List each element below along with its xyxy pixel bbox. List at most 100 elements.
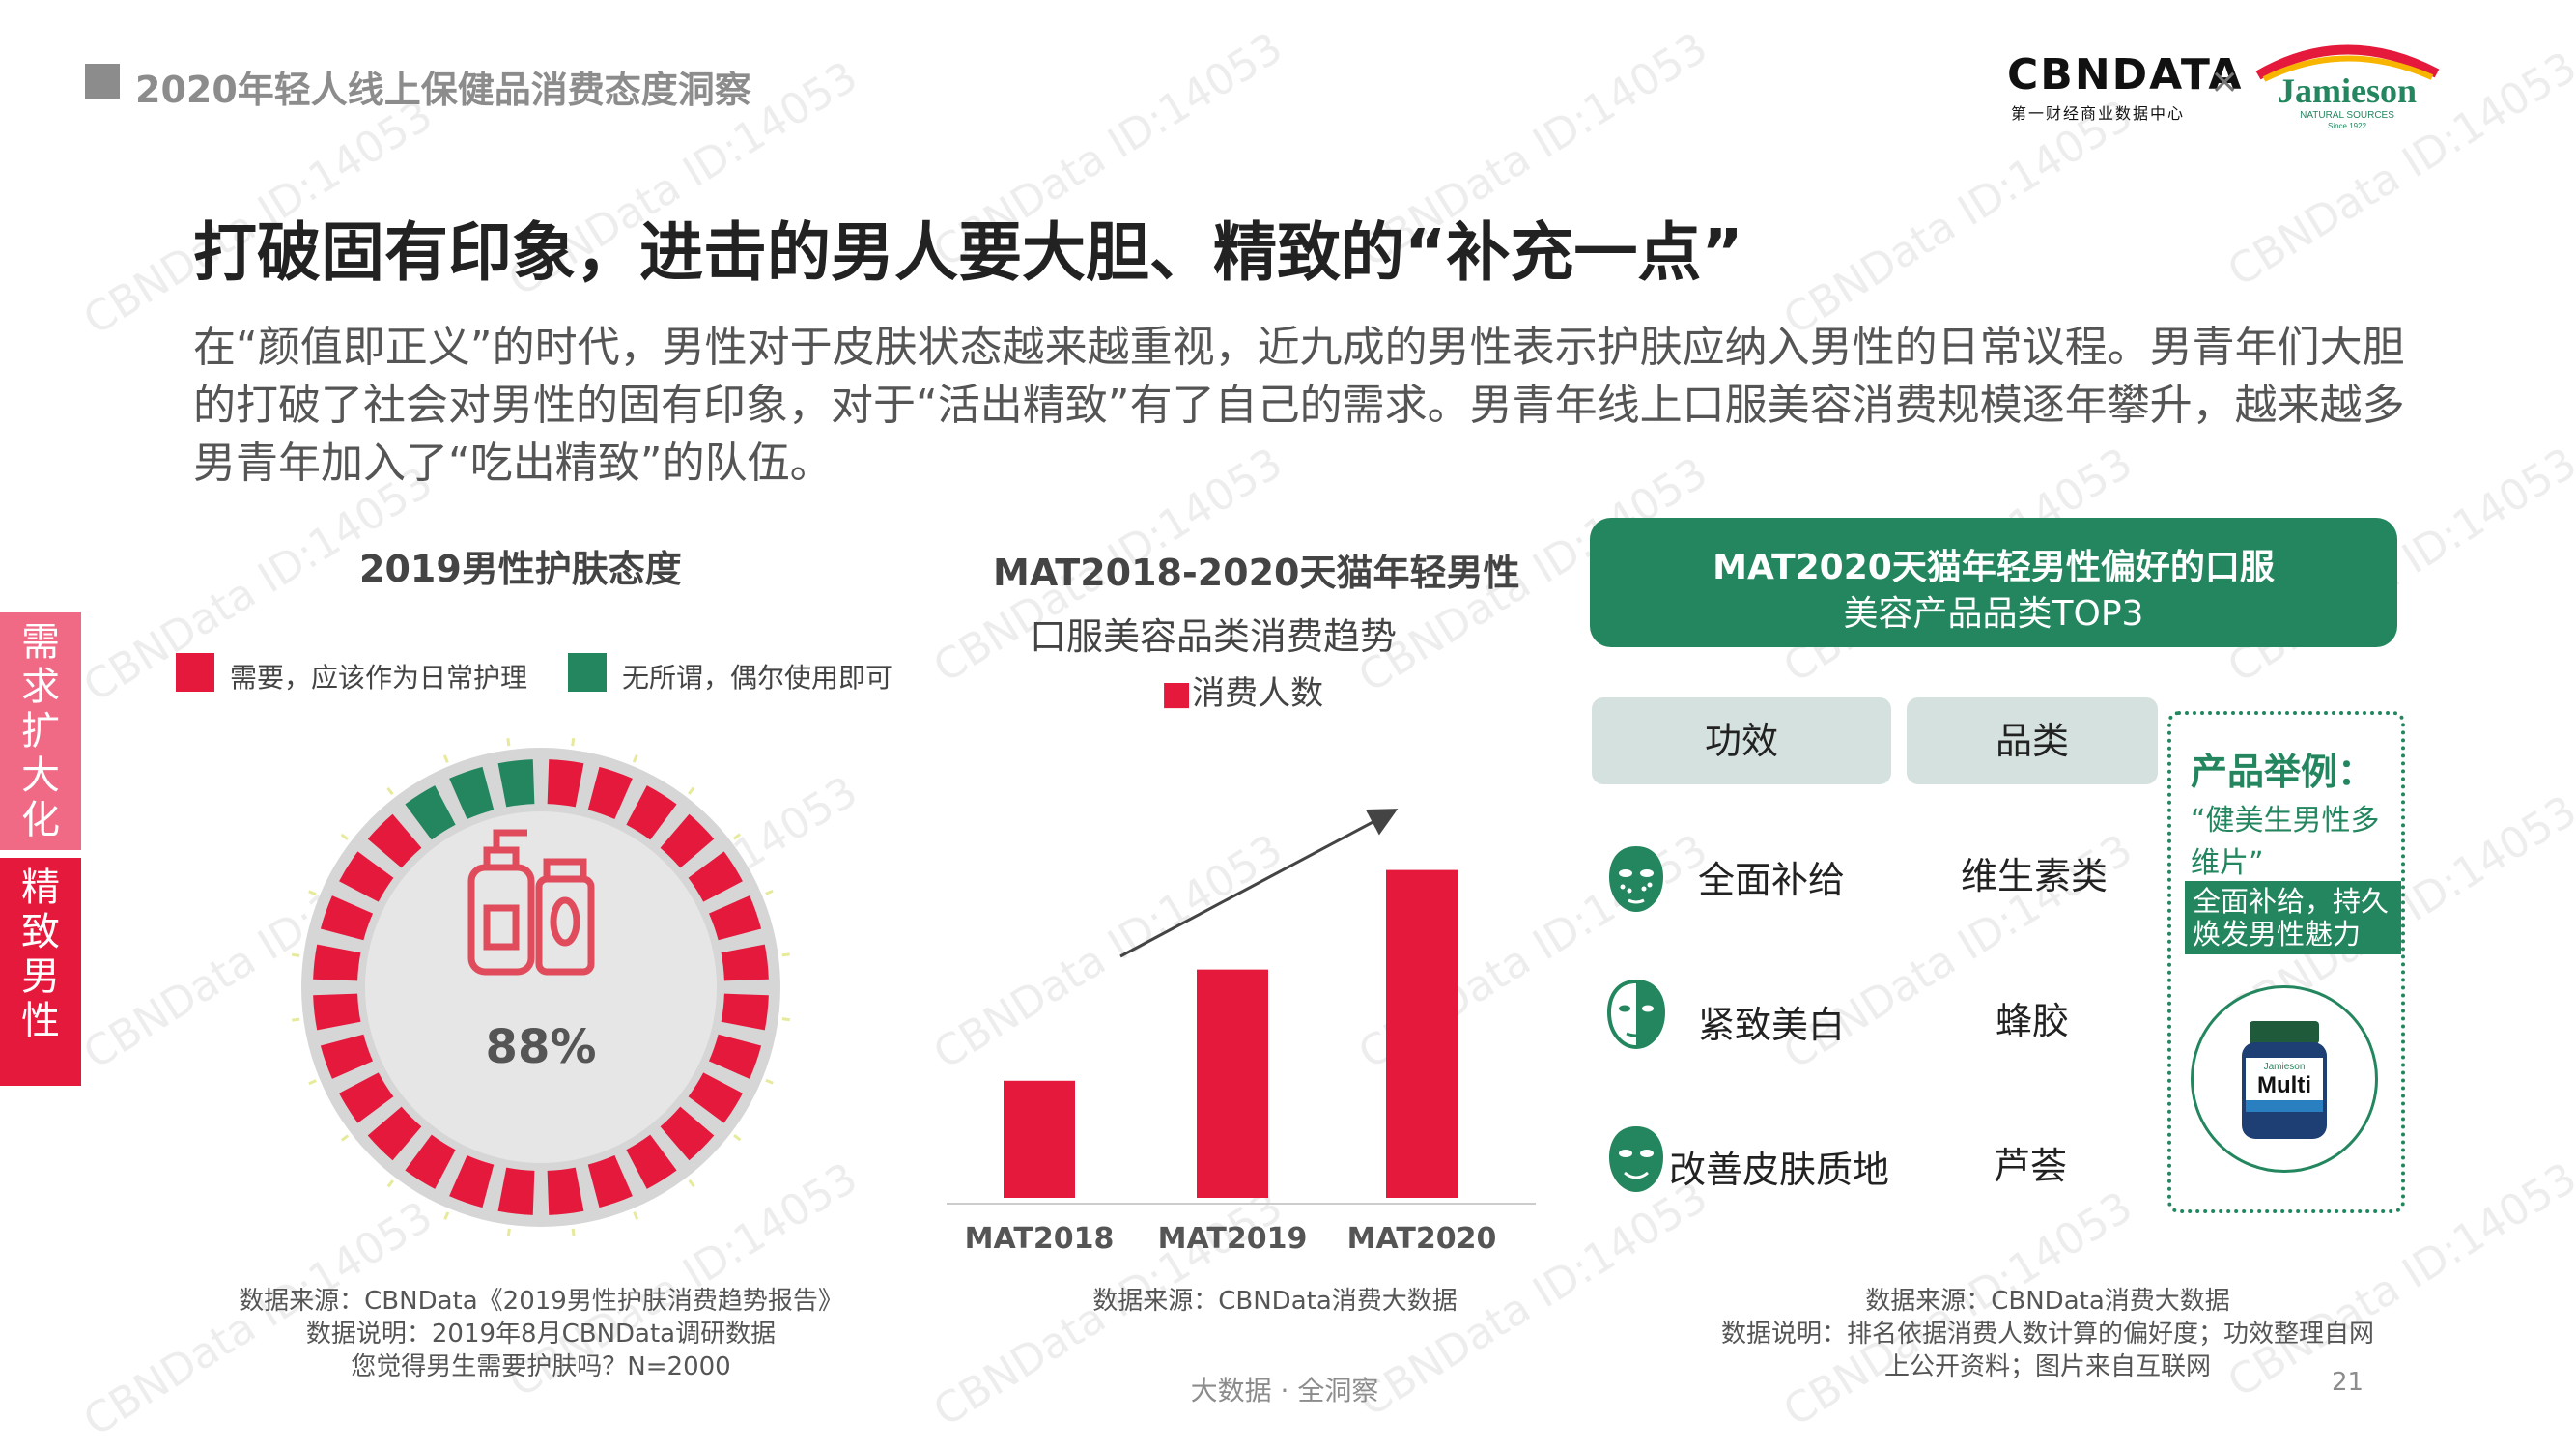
- donut-segment-need: [547, 1167, 584, 1215]
- panel1-note-line: 数据来源：CBNData《2019男性护肤消费趋势报告》: [239, 1287, 843, 1316]
- donut-decor-tick: [571, 1228, 576, 1236]
- trend-arrow: [1119, 809, 1399, 958]
- donut-segment-need: [626, 785, 677, 840]
- donut-decor-tick: [292, 1017, 300, 1022]
- row2-category: 蜂胶: [1996, 1000, 2070, 1042]
- donut-segment-need: [547, 759, 584, 808]
- donut-segment-need: [626, 1134, 677, 1189]
- panel3-source-note: 数据来源：CBNData消费大数据 数据说明：排名依据消费人数计算的偏好度；功效…: [1700, 1285, 2395, 1383]
- legend-label-casual: 无所谓，偶尔使用即可: [622, 662, 893, 694]
- jamieson-logo-since: Since 1922: [2328, 122, 2367, 130]
- row3-effect: 改善皮肤质地: [1669, 1149, 1890, 1191]
- donut-segment-need: [688, 1072, 743, 1123]
- side-tab-char: 性: [21, 999, 60, 1043]
- donut-decor-tick: [571, 737, 576, 747]
- watermark-text: CBNData ID:14053: [1774, 91, 2141, 345]
- jamieson-logo-sub: NATURAL SOURCES: [2300, 110, 2394, 121]
- donut-decor-tick: [340, 833, 349, 840]
- skincare-bottles-icon: [467, 829, 595, 976]
- skincare-attitude-donut: 88%: [291, 737, 791, 1237]
- panel2-title-line1: MAT2018-2020天猫年轻男性: [993, 552, 1520, 594]
- side-tab-char: 需: [21, 620, 60, 665]
- jamieson-logo: Jamieson NATURAL SOURCES Since 1922: [2255, 44, 2440, 130]
- donut-decor-tick: [443, 1211, 450, 1220]
- panel3-header-line2: 美容产品品类TOP3: [1843, 594, 2144, 634]
- bottle-brand-text: Jamieson: [2264, 1062, 2306, 1072]
- panel2-note-line: 数据来源：CBNData消费大数据: [1092, 1287, 1458, 1316]
- intro-paragraph: 在“颜值即正义”的时代，男性对于皮肤状态越来越重视，近九成的男性表示护肤应纳入男…: [193, 323, 2405, 488]
- side-tab-char: 求: [21, 665, 60, 709]
- donut-decor-tick: [308, 1079, 317, 1086]
- donut-segment-need: [339, 851, 394, 902]
- header-square: [85, 64, 120, 99]
- product-image-circle: Jamieson Multi: [2191, 985, 2378, 1173]
- donut-decor-tick: [442, 754, 449, 763]
- donut-segment-need: [660, 813, 715, 868]
- donut-decor-tick: [633, 1211, 639, 1220]
- donut-segment-need: [367, 1106, 422, 1161]
- donut-segment-need: [688, 851, 743, 902]
- row3-category: 芦荟: [1994, 1145, 2068, 1187]
- donut-segment-need: [587, 1154, 633, 1208]
- donut-segment-need: [497, 1167, 535, 1215]
- row2-effect: 紧致美白: [1698, 1004, 1846, 1046]
- panel3-header-banner: MAT2020天猫年轻男性偏好的口服 美容产品品类TOP3: [1590, 518, 2397, 647]
- donut-segment-casual: [405, 785, 456, 840]
- vitamin-bottle-icon: Jamieson Multi: [2242, 1021, 2327, 1139]
- panel3-note-line: 数据来源：CBNData消费大数据: [1865, 1287, 2230, 1316]
- donut-decor-tick: [340, 1134, 350, 1142]
- panel3-header-line1: MAT2020天猫年轻男性偏好的口服: [1713, 548, 2275, 587]
- x-tick-label: MAT2019: [1158, 1222, 1308, 1256]
- logo-separator: ×: [2210, 62, 2240, 101]
- product-name: “健美生男性多维片”: [2191, 804, 2380, 880]
- legend-swatch-casual: [568, 653, 607, 692]
- panel2-source-note: 数据来源：CBNData消费大数据: [1005, 1285, 1545, 1318]
- side-tab-demand-label: 需求扩大化: [0, 612, 81, 842]
- donut-segment-need: [339, 1072, 394, 1123]
- product-tagline-badge: [2185, 881, 2401, 954]
- row1-effect: 全面补给: [1698, 859, 1846, 901]
- panel1-title: 2019男性护肤态度: [359, 548, 682, 590]
- donut-decor-tick: [688, 1179, 695, 1188]
- donut-decor-tick: [386, 786, 394, 796]
- donut-decor-tick: [781, 952, 790, 957]
- product-tagline: 全面补给，持久焕发男性魅力: [2193, 885, 2390, 951]
- side-tab-char: 男: [21, 954, 60, 999]
- side-tab-char: 扩: [21, 709, 60, 753]
- page-title: 打破固有印象，进击的男人要大胆、精致的“补充一点”: [193, 215, 1743, 290]
- bar-mat2018: [1004, 1080, 1075, 1198]
- donut-decor-tick: [781, 1017, 791, 1022]
- panel3-note-line: 数据说明：排名依据消费人数计算的偏好度；功效整理自网: [1720, 1320, 2374, 1349]
- side-tab-char: 大: [21, 753, 60, 798]
- header-title: 2020年轻人线上保健品消费态度洞察: [135, 69, 751, 111]
- jamieson-logo-text: Jamieson: [2278, 71, 2417, 110]
- column-header-category: 品类: [1907, 697, 2158, 784]
- product-example-box: [2167, 711, 2405, 1213]
- donut-decor-tick: [506, 738, 511, 747]
- donut-decor-tick: [386, 1179, 394, 1188]
- consumer-trend-bar-chart: MAT2018 MAT2019 MAT2020: [947, 809, 1536, 1256]
- donut-segment-need: [449, 1154, 495, 1208]
- donut-decor-tick: [765, 889, 774, 895]
- donut-segment-need: [587, 766, 633, 820]
- donut-segment-need: [313, 944, 361, 981]
- cbndata-logo-subtitle: 第一财经商业数据中心: [2011, 104, 2186, 123]
- panel2-title-line2: 口服美容品类消费趋势: [1030, 615, 1398, 658]
- donut-percent-label: 88%: [486, 1020, 597, 1074]
- donut-decor-tick: [733, 1134, 742, 1142]
- side-tab-refined-men-label: 精致男性: [0, 858, 81, 1043]
- donut-segment-need: [320, 1034, 374, 1079]
- x-tick-label: MAT2020: [1347, 1222, 1497, 1256]
- donut-decor-tick: [308, 890, 317, 896]
- legend-label-need: 需要，应该作为日常护理: [230, 662, 528, 694]
- donut-decor-tick: [732, 833, 742, 840]
- donut-segment-need: [313, 993, 361, 1031]
- side-tab-char: 致: [21, 910, 60, 954]
- bar-mat2019: [1197, 969, 1268, 1198]
- donut-decor-tick: [765, 1078, 774, 1085]
- face-half-mask-icon: [1606, 980, 1666, 1049]
- cbndata-logo: CBNDATA: [2007, 50, 2244, 99]
- side-tab-char: 化: [21, 798, 60, 842]
- bottle-label-text: Multi: [2257, 1072, 2311, 1098]
- donut-decor-tick: [632, 754, 638, 763]
